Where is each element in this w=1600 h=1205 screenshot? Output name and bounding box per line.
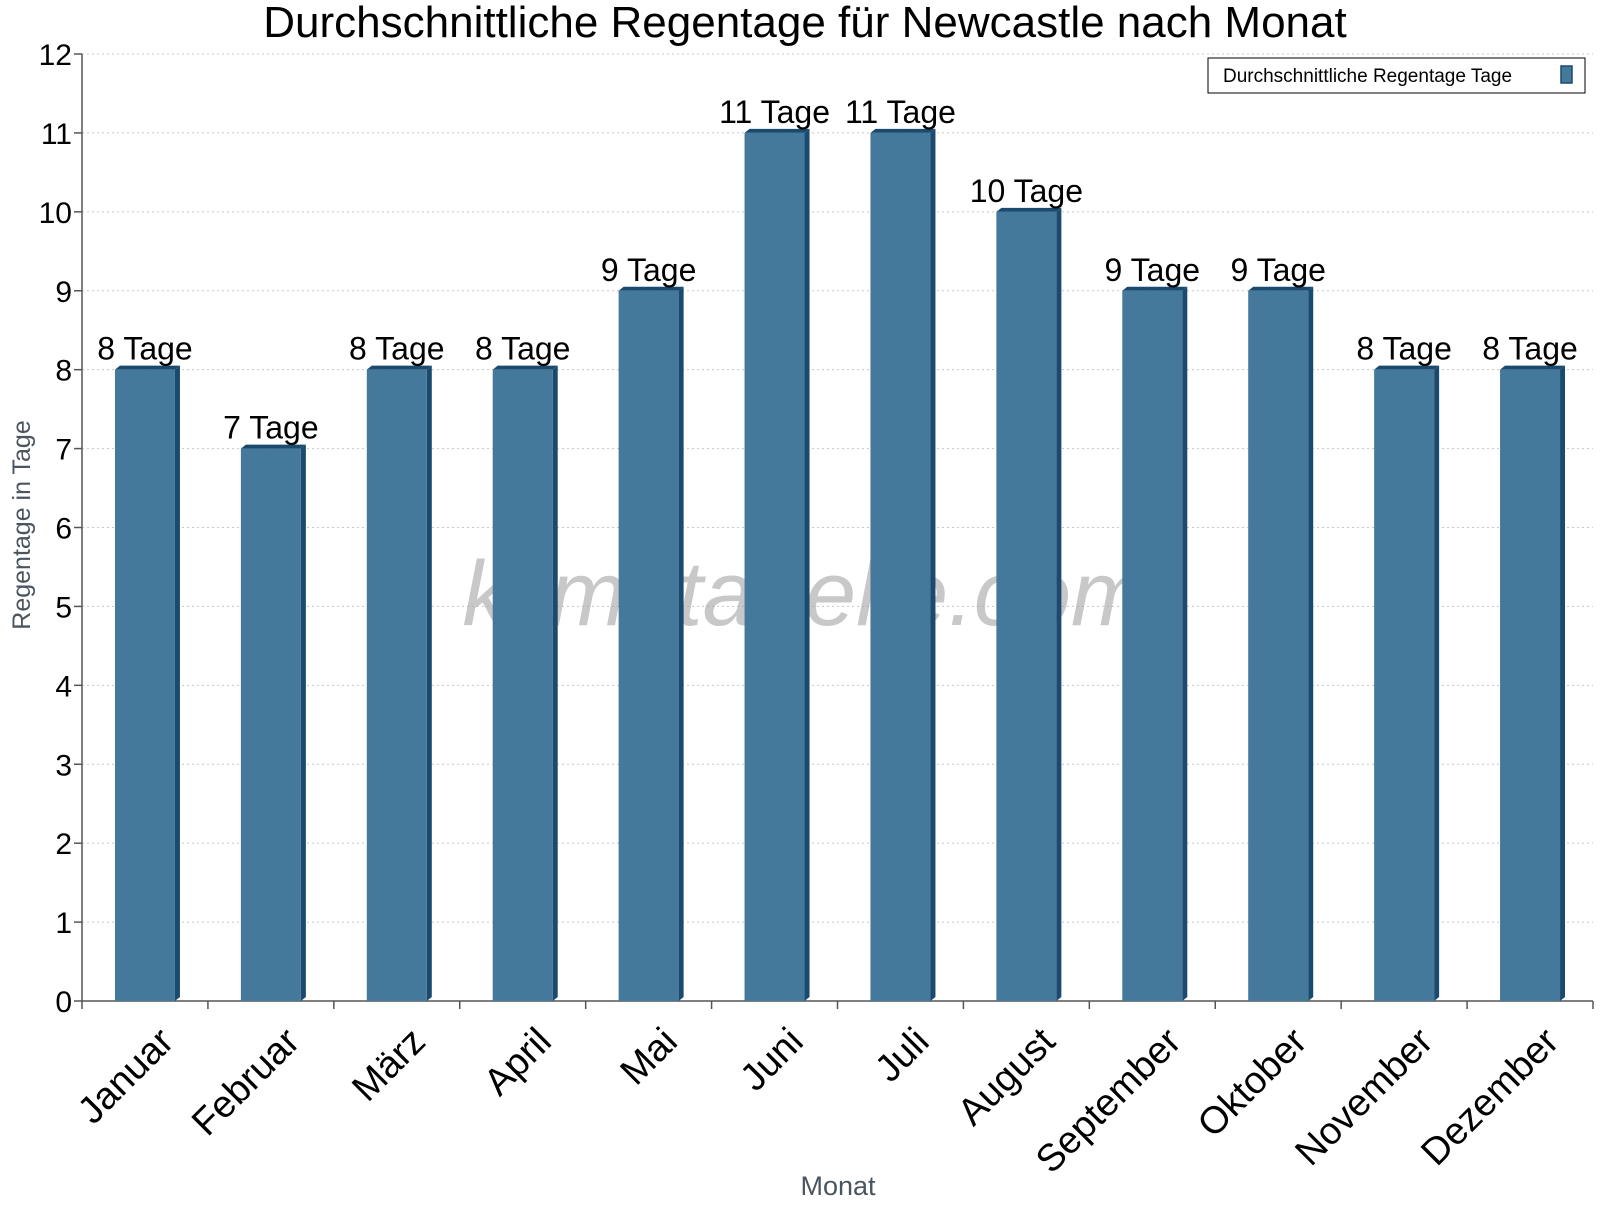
- x-tick-label: November: [1288, 1020, 1442, 1174]
- data-label: 7 Tage: [223, 410, 319, 446]
- legend-label: Durchschnittliche Regentage Tage: [1223, 66, 1512, 87]
- data-label: 10 Tage: [970, 173, 1083, 209]
- bar-side: [1308, 286, 1314, 1001]
- bar: [618, 290, 679, 1001]
- data-label: 8 Tage: [1482, 331, 1578, 367]
- bar: [366, 369, 427, 1002]
- x-axis-title: Monat: [800, 1171, 876, 1200]
- y-tick-label: 5: [55, 591, 72, 624]
- x-tick-label: August: [950, 1020, 1064, 1134]
- bar-top: [870, 128, 936, 133]
- data-label: 8 Tage: [97, 331, 193, 367]
- y-tick-label: 6: [55, 513, 72, 546]
- bar: [1374, 369, 1435, 1002]
- bar-top: [1122, 286, 1188, 291]
- y-tick-label: 3: [55, 749, 72, 782]
- bar-side: [426, 365, 432, 1002]
- y-tick-label: 10: [39, 197, 72, 230]
- y-tick-label: 11: [41, 118, 72, 151]
- bar: [996, 211, 1057, 1002]
- bar-top: [618, 286, 684, 291]
- legend-box: [1207, 57, 1586, 94]
- data-label: 11 Tage: [845, 94, 956, 130]
- x-tick-label: März: [344, 1020, 433, 1109]
- bar-top: [996, 207, 1062, 212]
- bar-side: [1434, 365, 1440, 1002]
- x-tick-label: Januar: [70, 1020, 182, 1132]
- x-tick-label: Juli: [867, 1020, 937, 1090]
- bar: [492, 369, 553, 1002]
- legend: Durchschnittliche Regentage Tage: [1207, 57, 1586, 94]
- bar-side: [174, 365, 180, 1002]
- data-label: 9 Tage: [1105, 252, 1201, 288]
- bars: [114, 128, 1566, 1002]
- bar-top: [1374, 365, 1440, 370]
- x-tick-label: Mai: [613, 1020, 686, 1093]
- y-tick-label: 7: [55, 434, 72, 467]
- y-tick-label: 12: [39, 39, 72, 72]
- bar: [1122, 290, 1183, 1001]
- bar: [1500, 369, 1561, 1002]
- data-label: 9 Tage: [1230, 252, 1326, 288]
- bar: [1248, 290, 1309, 1001]
- legend-swatch: [1560, 65, 1573, 84]
- bar-top: [1500, 365, 1566, 370]
- bar-side: [1182, 286, 1188, 1001]
- y-tick-label: 8: [55, 355, 72, 388]
- y-tick-label: 1: [55, 907, 72, 940]
- y-tick-label: 9: [55, 276, 72, 309]
- x-tick-label: April: [476, 1020, 559, 1103]
- x-tick-label: Oktober: [1190, 1020, 1316, 1146]
- gridlines: [82, 53, 1593, 923]
- bar: [240, 448, 301, 1001]
- bar-side: [300, 444, 306, 1001]
- bar-side: [1560, 365, 1566, 1002]
- x-tick-label: Februar: [184, 1020, 308, 1144]
- bar: [870, 132, 931, 1001]
- data-label: 8 Tage: [475, 331, 571, 367]
- data-label: 9 Tage: [601, 252, 697, 288]
- bar: [744, 132, 805, 1001]
- data-labels: 8 Tage 7 Tage 8 Tage 8 Tage 9 Tage 11 Tage 11 …: [97, 94, 1578, 446]
- data-label: 8 Tage: [349, 331, 445, 367]
- bar: [114, 369, 175, 1002]
- chart-title: Durchschnittliche Regentage für Newcastl…: [263, 0, 1346, 47]
- bar-top: [114, 365, 180, 370]
- bar-side: [804, 128, 810, 1001]
- x-tick-label: Juni: [733, 1020, 812, 1099]
- data-label: 11 Tage: [719, 94, 830, 130]
- data-label: 8 Tage: [1356, 331, 1452, 367]
- bar-top: [366, 365, 432, 370]
- bar-top: [1248, 286, 1314, 291]
- bar-top: [492, 365, 558, 370]
- bar-side: [1056, 207, 1062, 1002]
- y-tick-label: 4: [55, 670, 72, 703]
- x-tick-label: Dezember: [1413, 1020, 1567, 1174]
- y-tick-label: 0: [55, 986, 72, 1019]
- bar-side: [678, 286, 684, 1001]
- bar-side: [552, 365, 558, 1002]
- bar-top: [240, 444, 306, 449]
- bar-side: [930, 128, 936, 1001]
- y-tick-label: 2: [55, 828, 72, 861]
- bar-top: [744, 128, 810, 133]
- y-axis-title: Regentage in Tage: [8, 420, 36, 629]
